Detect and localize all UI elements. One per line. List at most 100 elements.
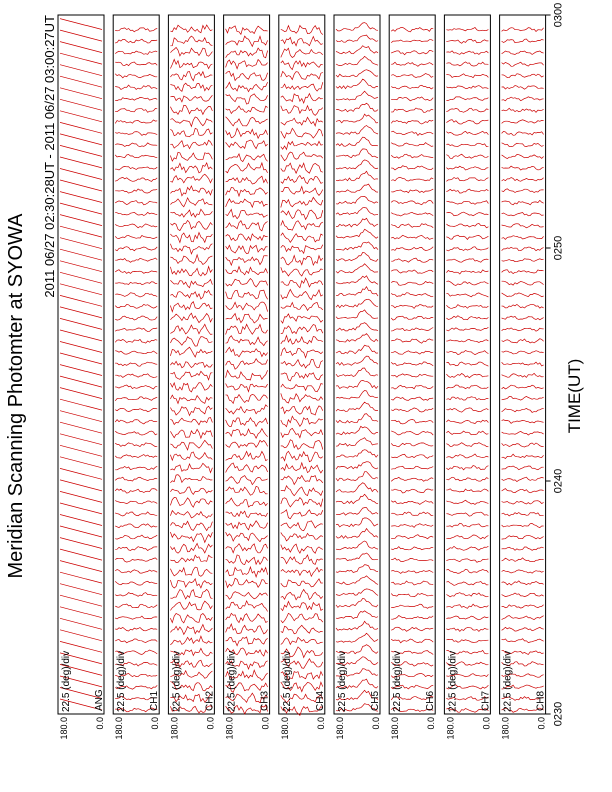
trace-line	[280, 681, 324, 693]
trace-line	[501, 199, 544, 206]
trace-line	[391, 511, 434, 517]
trace-line	[225, 105, 268, 115]
trace-line	[59, 248, 103, 261]
channel-label: CH2	[204, 691, 215, 711]
trace-line	[280, 497, 324, 508]
trace-line	[280, 244, 324, 255]
trace-line	[335, 620, 379, 631]
trace-line	[280, 82, 324, 92]
trace-line	[114, 580, 158, 586]
trace-line	[59, 87, 103, 100]
trace-line	[170, 623, 213, 636]
trace-line	[446, 38, 489, 44]
trace-line	[391, 327, 434, 332]
trace-line	[501, 396, 544, 401]
trace-line	[59, 202, 103, 215]
panel-frame	[57, 14, 105, 715]
ymax-label: 180.0	[114, 717, 124, 740]
trace-line	[59, 98, 103, 111]
trace-line	[225, 358, 268, 370]
trace-line	[501, 384, 544, 390]
trace-line	[225, 682, 268, 693]
ymax-label: 180.0	[501, 717, 511, 740]
trace-line	[446, 177, 489, 182]
trace-line	[335, 678, 379, 689]
trace-line	[501, 177, 544, 182]
trace-line	[336, 668, 379, 677]
trace-line	[446, 558, 489, 563]
trace-line	[501, 650, 544, 655]
trace-line	[170, 312, 213, 324]
trace-line	[115, 511, 158, 517]
trace-line	[170, 46, 213, 57]
trace-line	[115, 223, 158, 229]
trace-line	[446, 696, 489, 701]
trace-line	[225, 591, 268, 600]
trace-line	[335, 471, 379, 482]
trace-line	[501, 142, 544, 147]
trace-line	[170, 669, 213, 679]
trace-line	[170, 253, 213, 265]
trace-line	[280, 116, 323, 127]
trace-line	[170, 417, 213, 426]
trace-line	[225, 127, 268, 140]
trace-line	[59, 214, 103, 226]
trace-line	[114, 488, 158, 494]
trace-line	[501, 350, 544, 355]
trace-line	[225, 416, 268, 428]
trace-line	[225, 289, 268, 300]
trace-line	[280, 554, 323, 565]
trace-line	[446, 361, 489, 367]
trace-line	[59, 237, 103, 250]
trace-line	[501, 258, 544, 262]
trace-line	[280, 196, 324, 208]
trace-line	[280, 162, 323, 175]
trace-line	[335, 228, 379, 239]
trace-line	[115, 166, 158, 171]
trace-line	[115, 407, 158, 413]
panel-traces	[501, 27, 544, 713]
trace-line	[225, 244, 268, 254]
trace-line	[335, 34, 379, 43]
trace-line	[280, 705, 323, 717]
trace-line	[335, 597, 379, 608]
trace-line	[280, 59, 323, 71]
trace-line	[115, 211, 158, 216]
trace-line	[59, 583, 103, 596]
trace-line	[335, 333, 379, 343]
trace-line	[225, 660, 268, 670]
trace-line	[335, 45, 379, 55]
trace-line	[170, 346, 213, 358]
trace-line	[391, 234, 434, 240]
trace-line	[225, 161, 268, 174]
panel-traces	[225, 25, 268, 715]
trace-line	[335, 125, 379, 135]
trace-line	[115, 61, 158, 67]
trace-line	[59, 410, 103, 423]
trace-line	[170, 139, 213, 150]
trace-line	[170, 588, 213, 600]
trace-line	[170, 635, 213, 646]
trace-line	[335, 413, 379, 424]
trace-line	[170, 647, 213, 657]
trace-line	[501, 512, 544, 517]
trace-line	[115, 27, 158, 33]
trace-line	[59, 594, 103, 607]
trace-line	[446, 280, 489, 286]
trace-line	[390, 199, 434, 206]
trace-line	[225, 427, 268, 440]
trace-line	[59, 537, 103, 549]
trace-line	[446, 581, 489, 586]
trace-line	[115, 188, 158, 194]
trace-line	[225, 669, 268, 682]
trace-line	[391, 50, 434, 56]
trace-line	[280, 484, 324, 497]
trace-line	[114, 119, 158, 124]
panel-traces	[280, 24, 324, 717]
trace-line	[170, 94, 213, 103]
trace-line	[446, 292, 489, 298]
trace-line	[115, 649, 158, 655]
trace-line	[501, 223, 544, 229]
trace-line	[335, 183, 379, 193]
trace-line	[115, 142, 158, 148]
